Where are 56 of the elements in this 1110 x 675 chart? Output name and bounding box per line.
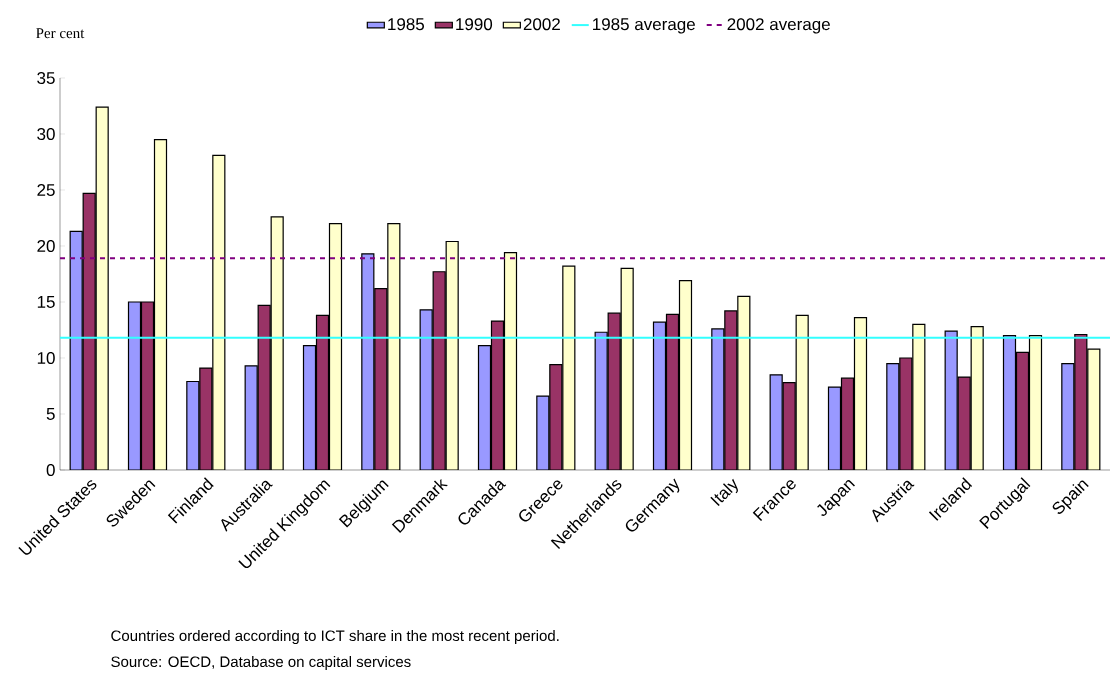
bar	[153, 139, 168, 470]
bar	[678, 280, 693, 470]
bar	[419, 309, 433, 470]
legend-label: 1985	[388, 18, 425, 31]
bar	[445, 240, 459, 470]
legend-label: 2002	[523, 18, 560, 31]
bar	[302, 345, 317, 470]
y-tick-label: 35	[37, 71, 55, 85]
bar	[477, 345, 492, 470]
source-note: Source: OECD, Database on capital services	[111, 656, 411, 670]
y-tick-label: 25	[37, 183, 55, 197]
text: Countries ordered according to ICT share in the most recent period.	[111, 630, 559, 644]
y-tick-label: 15	[37, 296, 55, 308]
bar	[95, 106, 109, 470]
x-tick-label: Italy	[710, 478, 738, 507]
y-tick-label: 10	[37, 351, 55, 365]
bar	[69, 230, 83, 470]
bar	[782, 382, 796, 470]
legend-label: 1985 average	[593, 18, 695, 34]
bar	[244, 365, 258, 470]
bar	[315, 314, 330, 470]
bar	[361, 253, 375, 470]
bar	[503, 252, 518, 470]
bar	[1015, 351, 1030, 470]
y-tick-label: 30	[37, 127, 55, 141]
bar	[82, 192, 96, 470]
bar	[620, 267, 634, 470]
legend-label: 2002 average	[727, 18, 830, 34]
bar	[387, 223, 401, 470]
bar	[199, 367, 213, 470]
legend-label: 1990	[456, 18, 493, 31]
bar	[886, 363, 900, 470]
bar	[562, 265, 576, 470]
bar	[328, 223, 343, 470]
bar	[899, 357, 913, 470]
y-tick-label: 5	[46, 408, 55, 420]
y-axis-title: Per cent	[36, 28, 85, 39]
bar	[270, 216, 284, 470]
bar	[432, 271, 446, 470]
bar	[257, 304, 271, 470]
bar	[1087, 348, 1101, 470]
bar	[795, 314, 809, 470]
y-tick-label: 20	[37, 239, 55, 253]
bar	[827, 386, 842, 470]
bar	[549, 364, 563, 470]
bar	[737, 295, 751, 470]
bar	[1061, 363, 1075, 470]
bar	[186, 380, 200, 470]
bar	[212, 154, 226, 470]
bar	[840, 377, 855, 470]
bar	[374, 287, 388, 470]
bar	[853, 317, 868, 470]
bar	[665, 313, 680, 470]
bar	[957, 376, 971, 470]
y-tick-label: 0	[46, 463, 55, 477]
bar	[769, 374, 783, 470]
